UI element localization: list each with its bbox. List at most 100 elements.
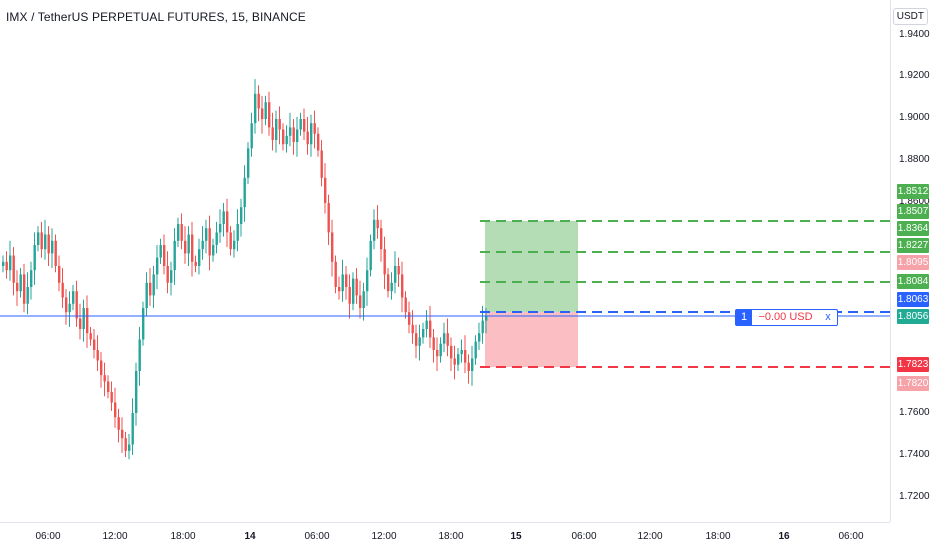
candle-body (254, 93, 257, 124)
price-tag: 1.7820 (897, 376, 929, 391)
price-tag: 1.7823 (897, 357, 929, 372)
candlestick-chart[interactable] (0, 0, 890, 522)
candle-body (425, 320, 428, 329)
currency-button[interactable]: USDT (892, 8, 928, 25)
candle-body (68, 303, 71, 313)
candle-body (345, 274, 348, 287)
candle-body (282, 129, 285, 145)
candle-body (453, 358, 456, 365)
candle-body (170, 270, 173, 283)
candle-body (100, 360, 103, 376)
candle-body (138, 339, 141, 371)
candle-body (19, 274, 22, 292)
close-order-icon[interactable]: x (825, 311, 831, 323)
price-tag: 1.8084 (897, 274, 929, 289)
candle-body (429, 320, 432, 338)
candle-body (128, 444, 131, 451)
candle-body (145, 282, 148, 308)
candle-body (194, 261, 197, 266)
candle-body (338, 287, 341, 292)
time-tick-label: 06:00 (571, 531, 597, 542)
candle-body (383, 249, 386, 275)
time-axis[interactable]: 06:00 12:00 18:00 14 06:00 12:00 18:00 15 06:00 1… (0, 522, 890, 550)
candle-body (474, 341, 477, 359)
candle-body (310, 123, 313, 145)
candle-body (373, 219, 376, 241)
candle-body (457, 354, 460, 365)
candle-body (485, 316, 488, 321)
candle-body (464, 350, 467, 363)
candle-body (93, 339, 96, 350)
candle-body (191, 234, 194, 262)
chart-area[interactable]: IMX / TetherUS PERPETUAL FUTURES, 15, BI… (0, 0, 890, 522)
candle-body (114, 402, 117, 418)
price-tag: 1.8063 (897, 292, 929, 307)
candle-body (348, 287, 351, 304)
candle-body (467, 362, 470, 371)
candle-body (317, 133, 320, 151)
candle-body (390, 282, 393, 292)
stop-loss-zone (485, 312, 578, 367)
candle-body (341, 274, 344, 292)
candle-body (124, 438, 127, 451)
candle-body (478, 333, 481, 342)
price-tick-label: 1.7600 (899, 407, 930, 418)
candle-body (257, 93, 260, 109)
candle-body (12, 255, 15, 283)
candle-body (131, 413, 134, 445)
candle-body (369, 240, 372, 271)
candle-body (208, 228, 211, 256)
time-tick-label: 14 (244, 531, 256, 542)
candle-body (334, 261, 337, 287)
candle-body (152, 274, 155, 296)
candle-body (96, 350, 99, 361)
candle-body (481, 320, 484, 334)
price-tag: 1.8512 (897, 184, 929, 199)
price-tick-label: 1.8800 (899, 154, 930, 165)
candle-body (422, 329, 425, 338)
price-tag: 1.8507 (897, 204, 929, 219)
candle-body (58, 266, 61, 283)
candle-body (37, 232, 40, 245)
candle-body (33, 245, 36, 271)
candle-body (184, 240, 187, 254)
candle-body (222, 211, 225, 224)
price-tag: 1.8227 (897, 238, 929, 253)
candle-body (271, 127, 274, 140)
candle-body (401, 274, 404, 298)
candle-body (303, 119, 306, 132)
candle-body (173, 240, 176, 271)
candle-body (278, 119, 281, 130)
candle-body (320, 150, 323, 178)
candle-body (149, 282, 152, 296)
price-axis[interactable]: USDT 1.94001.92001.90001.88001.86001.800… (890, 0, 932, 522)
candle-body (289, 127, 292, 136)
price-tick-label: 1.9400 (899, 29, 930, 40)
price-tag: 1.8095 (897, 255, 929, 270)
price-tick-label: 1.7200 (899, 491, 930, 502)
candle-body (411, 324, 414, 334)
time-tick-label: 06:00 (304, 531, 330, 542)
time-tick-label: 18:00 (438, 531, 464, 542)
order-quantity[interactable]: 1 (736, 310, 752, 325)
symbol-title[interactable]: IMX / TetherUS PERPETUAL FUTURES, 15, BI… (6, 10, 306, 24)
candle-body (205, 228, 208, 241)
candle-body (89, 333, 92, 340)
candle-body (292, 127, 295, 143)
candle-body (313, 123, 316, 134)
time-tick-label: 12:00 (371, 531, 397, 542)
candle-body (110, 392, 113, 403)
time-tick-label: 06:00 (838, 531, 864, 542)
candle-body (103, 375, 106, 382)
candle-body (159, 245, 162, 258)
candle-body (268, 102, 271, 128)
candle-body (26, 287, 29, 304)
candle-body (82, 308, 85, 329)
price-tick-label: 1.9200 (899, 70, 930, 81)
candle-body (362, 291, 365, 308)
candle-body (44, 234, 47, 250)
position-order-widget[interactable]: 1 −0.00 USD x (735, 309, 838, 326)
candle-body (23, 274, 26, 304)
time-tick-label: 12:00 (637, 531, 663, 542)
candle-body (79, 318, 82, 329)
